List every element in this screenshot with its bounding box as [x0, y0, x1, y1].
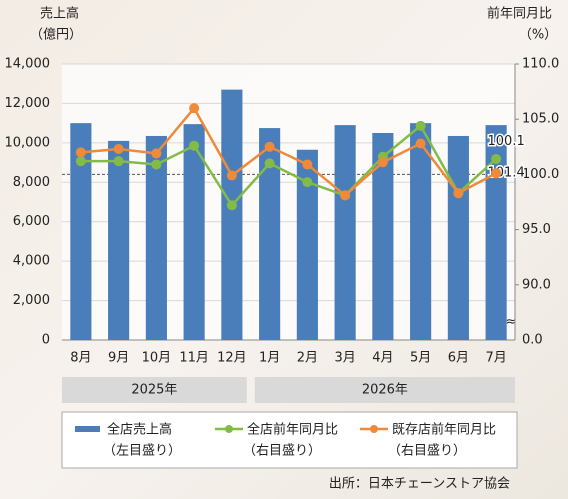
x-tick-label: 3月 [334, 351, 355, 366]
legend-note: （左目盛り） [103, 444, 181, 459]
legend-label: 全店売上高 [107, 422, 172, 438]
bar [259, 128, 281, 340]
year-group [254, 377, 515, 403]
x-tick-label: 12月 [217, 351, 247, 366]
year-label: 2026年 [362, 383, 408, 398]
marker [264, 158, 275, 169]
marker [113, 144, 124, 155]
marker [151, 159, 162, 170]
legend-note: （右目盛り） [388, 444, 466, 459]
bar [108, 140, 130, 340]
x-tick-label: 10月 [142, 351, 172, 366]
marker [226, 170, 237, 181]
legend-label: 既存店前年同月比 [392, 422, 496, 438]
marker [340, 190, 351, 201]
marker [113, 156, 124, 167]
y-tick-label: 8,000 [13, 175, 50, 190]
bar [145, 135, 167, 340]
y2-tick-label: 95.0 [522, 222, 551, 237]
y-tick-label: 6,000 [13, 214, 50, 229]
marker [491, 168, 502, 179]
marker [377, 157, 388, 168]
bar [221, 89, 243, 340]
bar [334, 125, 356, 340]
legend-label: 全店前年同月比 [247, 422, 338, 438]
y2-tick-label: 110.0 [522, 57, 559, 72]
x-tick-label: 11月 [179, 351, 209, 366]
year-group [62, 377, 247, 403]
marker [264, 141, 275, 152]
y-tick-label: 2,000 [13, 293, 50, 308]
x-tick-label: 7月 [485, 351, 506, 366]
year-label: 2025年 [131, 383, 177, 398]
y-tick-label: 14,000 [5, 57, 51, 72]
marker [75, 156, 86, 167]
legend-swatch [75, 426, 100, 432]
x-tick-label: 8月 [70, 351, 91, 366]
y-title-2: （億円） [30, 27, 82, 43]
y2-tick-label: 100.0 [522, 167, 559, 182]
y-tick-label: 12,000 [5, 96, 51, 111]
bar [70, 123, 92, 341]
x-tick-label: 6月 [448, 351, 469, 366]
line [80, 105, 497, 198]
y-tick-label: 4,000 [13, 254, 50, 269]
axis-break: ≈ [506, 315, 517, 330]
bar [485, 125, 507, 340]
marker [226, 200, 237, 211]
x-tick-label: 5月 [410, 351, 431, 366]
data-label: 100.1 [488, 134, 525, 149]
marker [189, 140, 200, 151]
marker [189, 103, 200, 114]
y2-break-label: 0.0 [522, 333, 543, 348]
x-tick-label: 2月 [297, 351, 318, 366]
y2-title-2: （%） [519, 28, 557, 43]
y2-title-1: 前年同月比 [487, 6, 552, 22]
marker [453, 188, 464, 199]
bar [296, 149, 318, 340]
marker [302, 159, 313, 170]
marker [415, 120, 426, 131]
legend-note: （右目盛り） [243, 444, 321, 459]
legend-box [61, 411, 518, 469]
x-tick-label: 1月 [259, 351, 280, 366]
bar [410, 123, 432, 341]
bar [183, 124, 205, 340]
y2-tick-label: 90.0 [522, 277, 551, 292]
line [80, 123, 497, 208]
marker [151, 148, 162, 159]
marker [415, 138, 426, 149]
marker [302, 177, 313, 188]
bar [447, 135, 469, 340]
marker [75, 147, 86, 158]
legend-marker [370, 425, 378, 433]
marker [491, 153, 502, 164]
plot-area [62, 64, 515, 340]
source: 出所：日本チェーンストア協会 [329, 477, 510, 492]
bar [372, 133, 394, 340]
y-tick-label: 10,000 [5, 135, 51, 150]
legend-marker [225, 425, 233, 433]
y-title-1: 売上高 [40, 6, 79, 22]
y2-tick-label: 105.0 [522, 112, 559, 127]
x-tick-label: 9月 [108, 351, 129, 366]
y-tick-label: 0 [42, 333, 50, 348]
x-tick-label: 4月 [372, 351, 393, 366]
